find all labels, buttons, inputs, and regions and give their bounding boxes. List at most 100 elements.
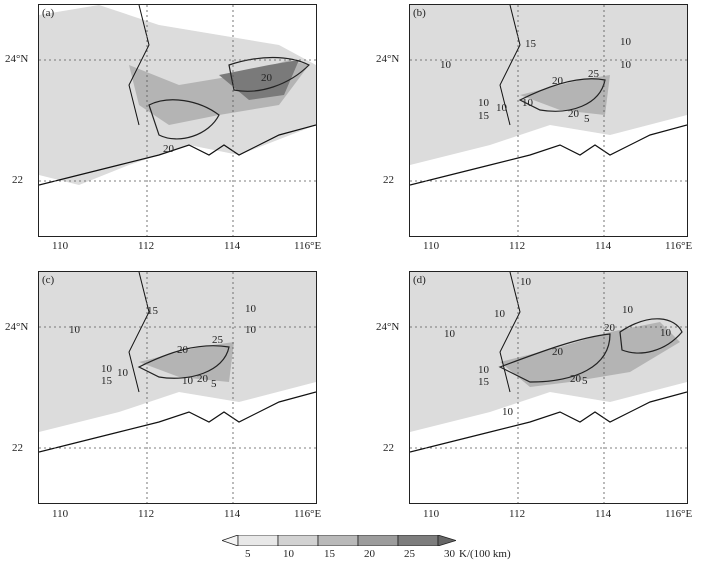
- colorbar-tick-10: 10: [283, 548, 294, 560]
- y-tick-24n-left-bottom: 24°N: [5, 321, 29, 333]
- x-tick-112-a: 112: [138, 240, 155, 252]
- coastline-a: [39, 124, 316, 186]
- colorbar-tick-30: 30: [444, 548, 455, 560]
- contour-label: 10: [620, 59, 631, 71]
- shading-mid-c: [139, 342, 234, 382]
- contour-label: 10: [245, 324, 256, 336]
- panel-label-d: (d): [413, 274, 426, 286]
- shading-b: [410, 5, 687, 165]
- contour-label: 15: [478, 376, 489, 388]
- colorbar-bin-5-10: [237, 535, 279, 546]
- contour-label: 20: [177, 344, 188, 356]
- contour-b: [518, 78, 606, 112]
- x-tick-116-c: 116°E: [294, 508, 322, 520]
- y-tick-22-right: 22: [383, 174, 394, 186]
- contour-label: 10: [440, 59, 451, 71]
- x-tick-110-a: 110: [52, 240, 69, 252]
- contour-label: 20: [604, 322, 615, 334]
- contour-label: 20: [570, 373, 581, 385]
- x-tick-116-a: 116°E: [294, 240, 322, 252]
- contour-label: 10: [444, 328, 455, 340]
- contour-label: 10: [478, 97, 489, 109]
- x-tick-114-a: 114: [224, 240, 241, 252]
- border-d: [499, 272, 521, 393]
- contour-c: [137, 345, 230, 379]
- colorbar-bin-25-30: [397, 535, 439, 546]
- map-a: [39, 5, 316, 236]
- contour-label: 10: [69, 324, 80, 336]
- panel-d: (d) 10 10 10 20 10 20 10 10 15 20 5 10: [409, 271, 688, 504]
- panel-b: (b) 15 10 10 10 20 25 10 10 10 15 20 5: [409, 4, 688, 237]
- y-tick-24n-left: 24°N: [5, 53, 29, 65]
- colorbar-tick-5: 5: [245, 548, 251, 560]
- contour-label: 20: [197, 373, 208, 385]
- colorbar-bin-20-25: [357, 535, 399, 546]
- contour-label: 15: [147, 305, 158, 317]
- contour-label: 10: [520, 276, 531, 288]
- colorbar-tick-15: 15: [324, 548, 335, 560]
- contour-label: 10: [117, 367, 128, 379]
- y-tick-22-left: 22: [12, 174, 23, 186]
- contour-label: 10: [502, 406, 513, 418]
- coastline-b: [410, 124, 687, 186]
- panel-label-a: (a): [42, 7, 55, 19]
- panel-c: (c) 15 10 10 10 20 25 10 10 15 10 20 5: [38, 271, 317, 504]
- contour-label: 15: [525, 38, 536, 50]
- x-tick-112-d: 112: [509, 508, 526, 520]
- contour-label: 20: [552, 75, 563, 87]
- contour-d-2: [619, 318, 683, 354]
- y-tick-22-right-bottom: 22: [383, 442, 394, 454]
- border-b: [499, 5, 521, 126]
- colorbar: [222, 535, 456, 546]
- panel-label-c: (c): [42, 274, 55, 286]
- colorbar-tick-20: 20: [364, 548, 375, 560]
- y-tick-22-left-bottom: 22: [12, 442, 23, 454]
- map-b: [410, 5, 687, 236]
- contour-label: 20: [552, 346, 563, 358]
- x-tick-110-c: 110: [52, 508, 69, 520]
- x-tick-110-b: 110: [423, 240, 440, 252]
- contour-label: 10: [660, 327, 671, 339]
- contour-label: 10: [522, 97, 533, 109]
- contour-label: 10: [620, 36, 631, 48]
- y-tick-24n-right: 24°N: [376, 53, 400, 65]
- contour-label: 25: [588, 68, 599, 80]
- contour-label: 15: [478, 110, 489, 122]
- contour-label: 20: [163, 143, 174, 155]
- contour-label: 10: [622, 304, 633, 316]
- x-tick-112-c: 112: [138, 508, 155, 520]
- contour-label: 10: [182, 375, 193, 387]
- contour-label: 5: [582, 375, 588, 387]
- border-c: [128, 272, 150, 393]
- shading-c: [39, 272, 316, 432]
- map-c: [39, 272, 316, 503]
- colorbar-arrow-high: [437, 535, 456, 546]
- contour-label: 20: [261, 72, 272, 84]
- x-tick-114-c: 114: [224, 508, 241, 520]
- contour-label: 10: [101, 363, 112, 375]
- colorbar-arrow-low: [222, 535, 239, 546]
- colorbar-unit: K/(100 km): [459, 548, 511, 560]
- contour-label: 15: [101, 375, 112, 387]
- x-tick-112-b: 112: [509, 240, 526, 252]
- y-tick-24n-right-bottom: 24°N: [376, 321, 400, 333]
- colorbar-tick-25: 25: [404, 548, 415, 560]
- contour-label: 10: [478, 364, 489, 376]
- coastline-c: [39, 391, 316, 453]
- contour-a-2: [228, 56, 311, 92]
- panel-a: (a) 20 20: [38, 4, 317, 237]
- coastline-d: [410, 391, 687, 453]
- x-tick-114-b: 114: [595, 240, 612, 252]
- colorbar-bin-10-15: [277, 535, 319, 546]
- x-tick-110-d: 110: [423, 508, 440, 520]
- contour-label: 5: [211, 378, 217, 390]
- map-d: [410, 272, 687, 503]
- shading-mid-b: [520, 75, 610, 115]
- contour-label: 10: [496, 102, 507, 114]
- contour-label: 25: [212, 334, 223, 346]
- contour-d: [498, 333, 611, 383]
- x-tick-116-d: 116°E: [665, 508, 693, 520]
- colorbar-bin-15-20: [317, 535, 359, 546]
- x-tick-114-d: 114: [595, 508, 612, 520]
- contour-label: 20: [568, 108, 579, 120]
